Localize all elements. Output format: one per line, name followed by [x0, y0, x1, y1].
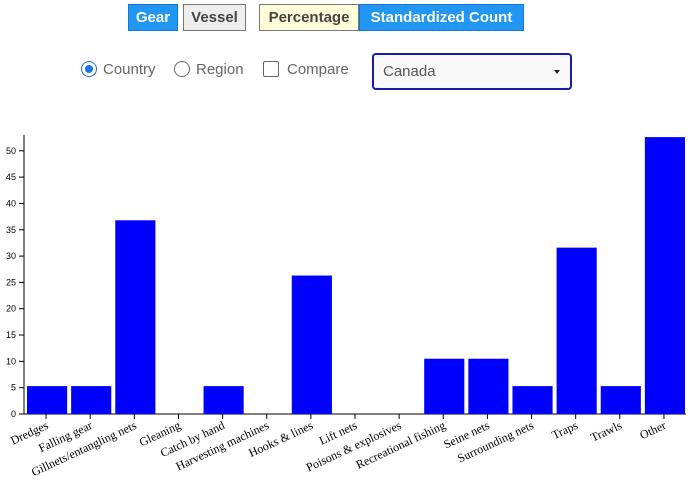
y-tick-label: 45: [6, 172, 16, 182]
percentage-button[interactable]: Percentage: [259, 4, 359, 31]
y-tick-label: 5: [11, 383, 16, 393]
bar-11: [512, 386, 553, 414]
region-radio[interactable]: [174, 61, 190, 77]
bar-1: [71, 386, 112, 414]
country-radio[interactable]: [81, 61, 97, 77]
standardized-count-button[interactable]: Standardized Count: [359, 4, 524, 31]
y-tick-label: 10: [6, 356, 16, 366]
y-tick-label: 15: [6, 330, 16, 340]
bar-0: [27, 386, 68, 414]
bar-13: [600, 386, 641, 414]
gear-button[interactable]: Gear: [128, 4, 178, 31]
x-tick-label: Other: [638, 418, 669, 442]
chevron-down-icon: [554, 70, 560, 74]
y-tick-label: 0: [11, 409, 16, 419]
y-tick-label: 25: [6, 277, 16, 287]
bar-9: [424, 358, 465, 414]
bar-12: [556, 247, 597, 414]
region-option[interactable]: Region: [174, 58, 244, 80]
compare-label: Compare: [287, 60, 349, 78]
region-label: Region: [196, 60, 244, 78]
bar-4: [203, 386, 244, 414]
y-tick-label: 30: [6, 251, 16, 261]
y-tick-label: 35: [6, 225, 16, 235]
x-tick-label: Traps: [550, 418, 581, 442]
bar-6: [291, 275, 332, 414]
country-label: Country: [103, 60, 156, 78]
bar-14: [644, 137, 685, 415]
compare-option[interactable]: Compare: [263, 58, 349, 80]
x-tick-label: Trawls: [588, 418, 624, 445]
compare-checkbox[interactable]: [263, 61, 279, 77]
y-tick-label: 40: [6, 198, 16, 208]
y-tick-label: 50: [6, 146, 16, 156]
bar-2: [115, 220, 156, 414]
country-option[interactable]: Country: [81, 58, 156, 80]
bar-10: [468, 358, 509, 414]
country-select[interactable]: Canada: [372, 53, 572, 90]
y-tick-label: 20: [6, 304, 16, 314]
country-select-value: Canada: [383, 63, 436, 80]
vessel-button[interactable]: Vessel: [183, 4, 246, 31]
